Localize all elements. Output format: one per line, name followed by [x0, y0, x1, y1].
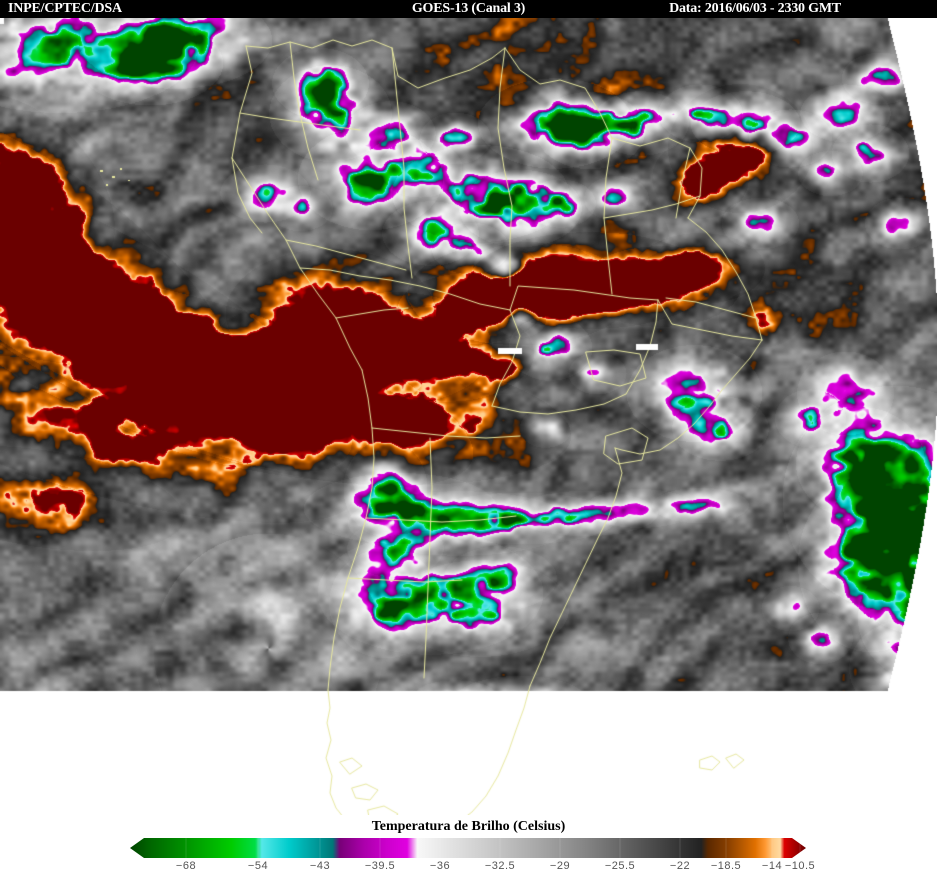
colorbar-gradient	[0, 837, 937, 859]
satellite-image-area	[0, 18, 937, 815]
header-source-label: INPE/CPTEC/DSA	[8, 1, 122, 16]
colorbar-tick-1: −54	[247, 860, 269, 872]
colorbar-tick-9: −18.5	[710, 860, 742, 872]
colorbar-tick-3: −39.5	[364, 860, 396, 872]
colorbar-tick-labels: −68 −54 −43 −39.5 −36 −32.5 −29 −25.5 −22 −18.5 −1…	[0, 860, 937, 876]
header-bar: INPE/CPTEC/DSA GOES-13 (Canal 3) Data: 2…	[0, 0, 937, 18]
header-datetime-label: Data: 2016/06/03 - 2330 GMT	[669, 1, 841, 16]
colorbar-tick-6: −29	[549, 860, 571, 872]
header-satellite-label: GOES-13 (Canal 3)	[411, 1, 526, 16]
colorbar-block: Temperatura de Brilho (Celsius) −68 −54 −4…	[0, 818, 937, 877]
colorbar-tick-0: −68	[175, 860, 197, 872]
colorbar-tick-2: −43	[309, 860, 331, 872]
colorbar-tick-5: −32.5	[484, 860, 516, 872]
colorbar-title: Temperatura de Brilho (Celsius)	[371, 819, 566, 834]
colorbar-tick-7: −25.5	[604, 860, 636, 872]
colorbar-tick-10: −14	[761, 860, 783, 872]
infrared-satellite-canvas	[0, 18, 937, 815]
colorbar-tick-11: −10.5	[784, 860, 816, 872]
colorbar-tick-4: −36	[429, 860, 451, 872]
colorbar-tick-8: −22	[669, 860, 691, 872]
